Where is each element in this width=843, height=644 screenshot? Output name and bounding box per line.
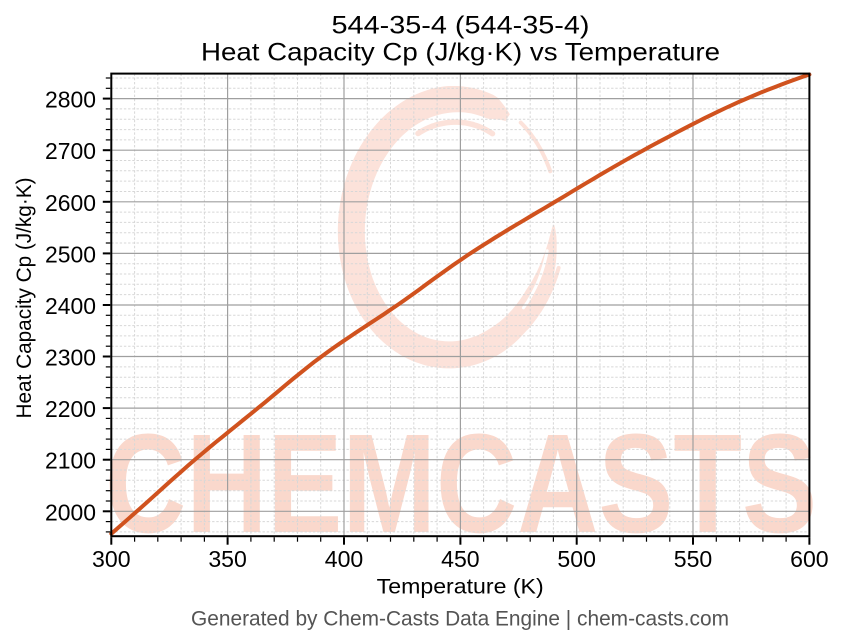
svg-text:Temperature (K): Temperature (K) [377,575,544,599]
svg-text:2500: 2500 [45,241,96,267]
svg-text:400: 400 [325,546,364,572]
svg-text:550: 550 [674,546,713,572]
svg-text:2400: 2400 [45,293,96,319]
svg-text:2700: 2700 [45,138,96,164]
svg-text:2100: 2100 [45,448,96,474]
svg-text:300: 300 [92,546,131,572]
svg-text:2800: 2800 [45,87,96,113]
svg-text:Generated by Chem-Casts Data E: Generated by Chem-Casts Data Engine | ch… [191,607,729,631]
svg-text:450: 450 [441,546,480,572]
svg-text:2000: 2000 [45,499,96,525]
svg-text:350: 350 [208,546,247,572]
svg-text:2600: 2600 [45,190,96,216]
svg-text:544-35-4 (544-35-4): 544-35-4 (544-35-4) [332,12,590,40]
svg-text:2200: 2200 [45,396,96,422]
svg-text:600: 600 [790,546,829,572]
svg-text:Heat Capacity Cp (J/kg·K) vs T: Heat Capacity Cp (J/kg·K) vs Temperature [201,39,720,67]
svg-text:2300: 2300 [45,345,96,371]
svg-text:500: 500 [557,546,596,572]
svg-text:Heat Capacity Cp (J/kg·K): Heat Capacity Cp (J/kg·K) [12,178,36,419]
